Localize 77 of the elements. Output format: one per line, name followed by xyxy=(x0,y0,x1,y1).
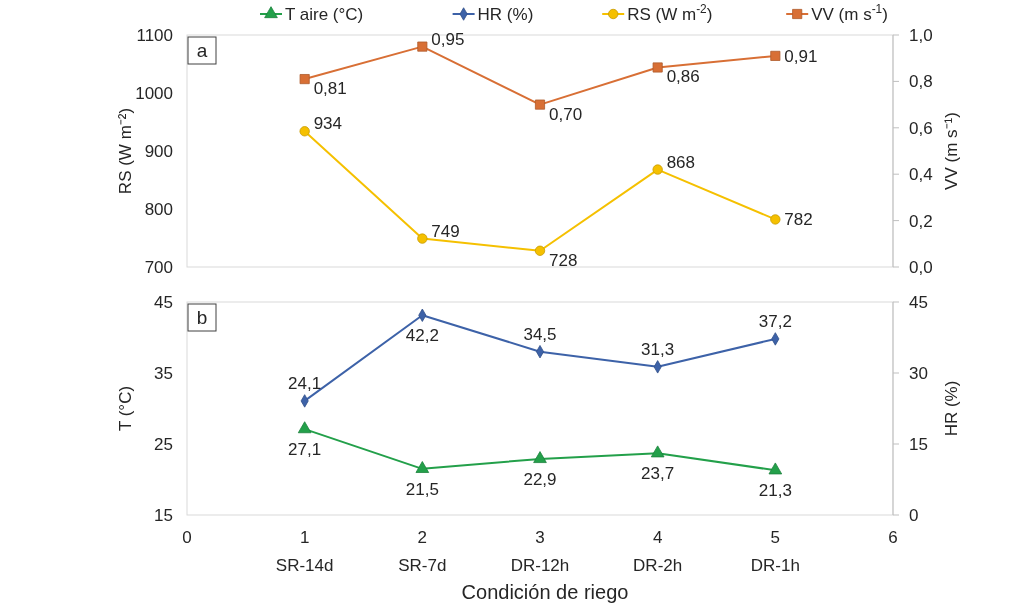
y2-axis-title: HR (%) xyxy=(942,380,961,437)
point xyxy=(415,461,430,473)
y-tick-label: 15 xyxy=(154,506,173,525)
x-tick-label: 2 xyxy=(417,528,428,547)
data-label: 868 xyxy=(666,152,696,172)
point xyxy=(417,41,428,52)
x-tick-label: 6 xyxy=(888,528,898,547)
data-label: 0,95 xyxy=(431,29,465,49)
x-tick-label: 4 xyxy=(652,528,663,547)
y2-tick-label: 0,2 xyxy=(909,211,933,231)
point xyxy=(768,462,783,475)
point xyxy=(652,164,663,175)
point xyxy=(650,445,665,458)
y-tick-label: 900 xyxy=(144,142,173,161)
x-tick-label: 3 xyxy=(535,528,545,547)
data-label: 27,1 xyxy=(288,440,322,460)
point xyxy=(770,214,781,225)
data-label: 31,3 xyxy=(641,339,675,359)
x-tick-label: 0 xyxy=(182,528,192,547)
y-tick-label: 45 xyxy=(154,293,173,312)
y-axis-title: T (°C) xyxy=(116,385,135,432)
data-label: 37,2 xyxy=(758,311,792,331)
y-tick-label: 35 xyxy=(154,364,173,383)
x-axis-title: Condición de riego xyxy=(461,581,629,603)
point xyxy=(533,451,547,463)
text: DR-2h xyxy=(633,556,683,575)
data-label: 42,2 xyxy=(405,326,439,346)
point xyxy=(534,245,546,256)
chart-title: a xyxy=(196,40,208,61)
x-tick-label: 5 xyxy=(770,528,781,547)
y2-tick-label: 0,8 xyxy=(909,72,933,92)
legend-label: RS (W m$^{-2}$) xyxy=(627,2,713,24)
point xyxy=(770,50,781,61)
text: SR-7d xyxy=(398,556,447,575)
y-axis-title: RS (W m⁻²) xyxy=(116,107,135,195)
y2-tick-label: 0,0 xyxy=(909,258,933,277)
legend-label: HR (%) xyxy=(477,5,534,24)
data-label: 0,70 xyxy=(549,104,583,124)
data-label: 21,3 xyxy=(758,481,792,501)
point xyxy=(299,74,310,85)
data-label: 34,5 xyxy=(523,324,557,344)
data-label: 782 xyxy=(784,210,813,230)
y2-tick-label: 30 xyxy=(909,364,928,383)
text: DR-12h xyxy=(510,556,570,575)
data-label: 23,7 xyxy=(641,464,675,484)
text: DR-1h xyxy=(750,556,800,575)
legend-label: VV (m s$^{-1}$) xyxy=(811,2,888,24)
point xyxy=(534,99,546,110)
data-label: 728 xyxy=(549,250,578,270)
data-label: 0,91 xyxy=(784,46,818,66)
data-label: 21,5 xyxy=(405,479,439,499)
text: SR-14d xyxy=(275,556,334,575)
data-label: 749 xyxy=(431,221,460,241)
y2-tick-label: 0,4 xyxy=(909,165,933,185)
y2-tick-label: 15 xyxy=(909,435,928,454)
chart-title: b xyxy=(196,307,208,328)
y2-axis-title: VV (m s⁻¹) xyxy=(942,112,961,190)
point xyxy=(297,421,312,434)
data-label: 24,1 xyxy=(288,373,322,393)
point xyxy=(299,126,310,137)
legend-label: T aire (°C) xyxy=(285,5,364,24)
y-tick-label: 1000 xyxy=(135,84,173,103)
x-tick-label: 1 xyxy=(299,528,310,547)
y2-tick-label: 45 xyxy=(909,293,928,312)
y-tick-label: 700 xyxy=(144,258,173,277)
y2-tick-label: 0 xyxy=(909,506,919,525)
point xyxy=(652,62,663,73)
y2-tick-label: 1,0 xyxy=(909,26,933,45)
y-tick-label: 1100 xyxy=(136,26,173,45)
data-label: 22,9 xyxy=(523,469,557,489)
y-tick-label: 800 xyxy=(144,200,173,219)
data-label: 0,81 xyxy=(313,79,347,99)
y-tick-label: 25 xyxy=(154,435,173,454)
data-label: 0,86 xyxy=(666,67,700,87)
y2-tick-label: 0,6 xyxy=(909,118,933,138)
point xyxy=(417,233,428,244)
data-label: 934 xyxy=(313,114,343,134)
